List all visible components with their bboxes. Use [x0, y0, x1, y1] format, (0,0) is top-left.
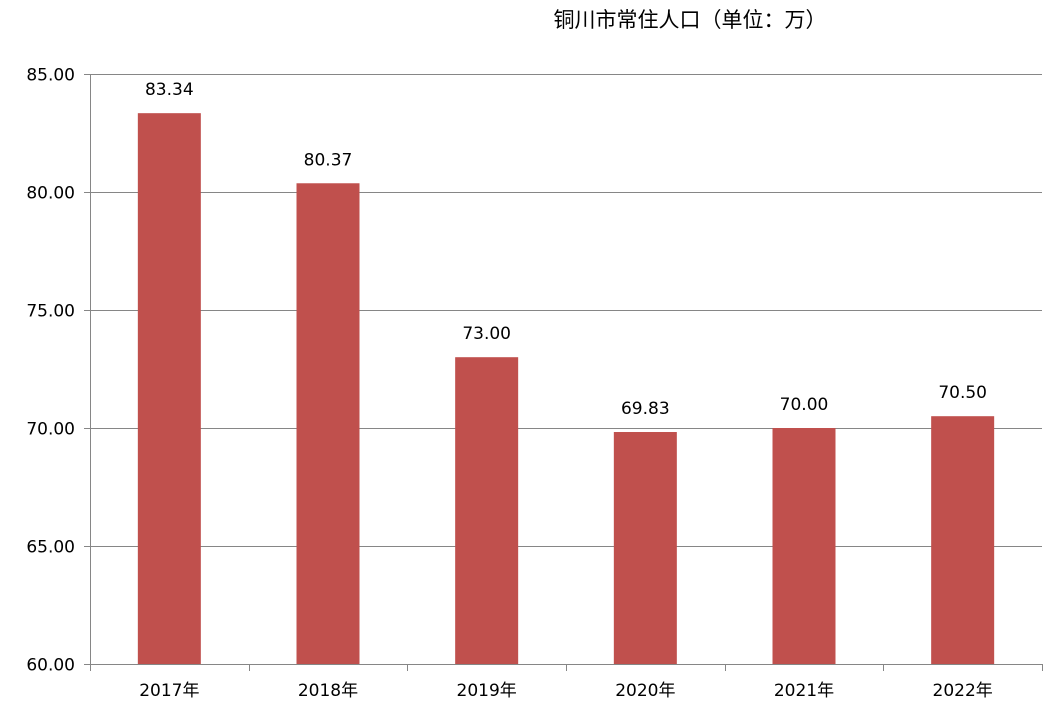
- bar: [613, 432, 677, 664]
- data-label: 70.50: [938, 383, 987, 403]
- bar: [296, 183, 360, 664]
- x-tick-label: 2018年: [298, 681, 358, 701]
- data-label: 83.34: [145, 80, 194, 100]
- bar: [137, 113, 201, 664]
- bar: [931, 416, 995, 664]
- data-label: 69.83: [621, 399, 670, 419]
- chart-title: 铜川市常住人口（单位：万）: [553, 8, 827, 32]
- bar: [455, 357, 519, 664]
- y-tick-label: 80.00: [26, 184, 75, 204]
- x-tick-label: 2017年: [139, 681, 199, 701]
- y-tick-label: 65.00: [26, 538, 75, 558]
- data-label: 80.37: [304, 150, 353, 170]
- data-label: 73.00: [462, 324, 511, 344]
- x-tick-label: 2021年: [774, 681, 834, 701]
- y-tick-label: 85.00: [26, 66, 75, 86]
- bar: [772, 428, 836, 664]
- y-tick-label: 70.00: [26, 420, 75, 440]
- x-tick-label: 2020年: [615, 681, 675, 701]
- y-tick-label: 60.00: [26, 656, 75, 676]
- x-tick-label: 2022年: [933, 681, 993, 701]
- data-label: 70.00: [780, 395, 829, 415]
- y-tick-label: 75.00: [26, 302, 75, 322]
- x-tick-label: 2019年: [457, 681, 517, 701]
